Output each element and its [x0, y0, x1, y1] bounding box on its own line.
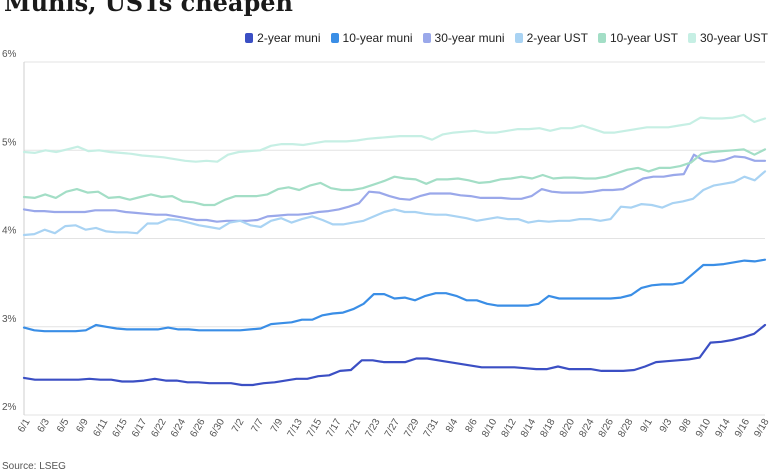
legend-swatch	[422, 33, 431, 43]
legend-label: 10-year UST	[609, 31, 678, 45]
x-tick-label: 7/29	[402, 417, 421, 440]
legend-item: 2-year UST	[514, 31, 588, 45]
legend-swatch	[514, 33, 523, 43]
x-tick-label: 7/21	[344, 417, 363, 440]
x-tick-label: 7/13	[286, 417, 305, 440]
x-tick-label: 9/10	[694, 417, 713, 440]
x-tick-label: 7/7	[249, 417, 266, 435]
x-tick-label: 8/6	[463, 417, 480, 435]
y-tick-label: 3%	[2, 314, 17, 325]
x-tick-label: 7/31	[422, 417, 441, 440]
legend-label: 10-year muni	[342, 31, 413, 45]
x-tick-label: 6/1	[16, 417, 33, 435]
x-tick-label: 8/20	[558, 417, 577, 440]
legend-item: 10-year UST	[597, 31, 678, 45]
x-tick-label: 8/18	[538, 417, 557, 440]
x-tick-label: 7/15	[305, 417, 324, 440]
x-tick-label: 7/27	[383, 417, 402, 440]
x-tick-label: 7/23	[363, 417, 382, 440]
x-tick-label: 6/22	[149, 417, 168, 440]
series-line-30-year-muni	[22, 153, 767, 223]
x-tick-label: 6/5	[55, 417, 72, 435]
x-tick-label: 6/30	[208, 417, 227, 440]
x-tick-label: 8/12	[500, 417, 519, 440]
legend-swatch	[597, 33, 606, 43]
x-tick-label: 7/17	[324, 417, 343, 440]
x-tick-label: 6/11	[91, 417, 110, 439]
y-tick-label: 5%	[2, 137, 17, 148]
x-tick-label: 9/16	[733, 417, 752, 440]
legend-item: 30-year muni	[422, 31, 505, 45]
x-tick-label: 8/4	[444, 417, 461, 435]
series-line-2-year-ust	[22, 170, 767, 237]
source-note: Source: LSEG	[2, 461, 66, 472]
x-tick-label: 8/14	[519, 417, 538, 440]
legend-label: 30-year muni	[434, 31, 505, 45]
x-tick-label: 6/17	[130, 417, 149, 440]
chart-title: Munis, USTs cheapen	[4, 0, 293, 17]
x-tick-label: 7/9	[269, 417, 286, 435]
legend-swatch	[330, 33, 339, 43]
x-tick-label: 6/9	[74, 417, 91, 435]
series-line-10-year-ust	[22, 148, 767, 207]
x-tick-label: 9/18	[752, 417, 771, 440]
y-tick-label: 4%	[2, 226, 17, 237]
x-tick-label: 6/26	[188, 417, 207, 440]
x-tick-label: 9/1	[638, 417, 655, 435]
legend: 2-year muni 10-year muni 30-year muni 2-yea…	[245, 31, 768, 45]
series-line-30-year-ust	[22, 113, 767, 163]
legend-label: 30-year UST	[699, 31, 768, 45]
x-tick-label: 8/26	[597, 417, 616, 440]
series-line-2-year-muni	[22, 323, 767, 387]
legend-item: 2-year muni	[245, 31, 321, 45]
series-line-10-year-muni	[22, 258, 767, 333]
x-tick-label: 6/3	[36, 417, 53, 435]
y-tick-label: 6%	[2, 49, 17, 60]
legend-item: 10-year muni	[330, 31, 413, 45]
legend-swatch	[687, 33, 696, 43]
x-tick-label: 8/24	[577, 417, 596, 440]
legend-label: 2-year muni	[257, 31, 321, 45]
x-tick-label: 8/10	[480, 417, 499, 440]
y-tick-label: 2%	[2, 402, 17, 413]
legend-item: 30-year UST	[687, 31, 768, 45]
legend-label: 2-year UST	[526, 31, 588, 45]
x-tick-label: 6/24	[169, 417, 188, 440]
x-tick-label: 8/28	[616, 417, 635, 440]
x-tick-label: 6/15	[111, 417, 130, 440]
x-tick-label: 9/8	[677, 417, 694, 435]
x-tick-label: 9/3	[658, 417, 675, 435]
legend-swatch	[245, 33, 254, 43]
x-tick-label: 9/14	[713, 417, 732, 440]
x-tick-label: 7/2	[230, 417, 247, 435]
